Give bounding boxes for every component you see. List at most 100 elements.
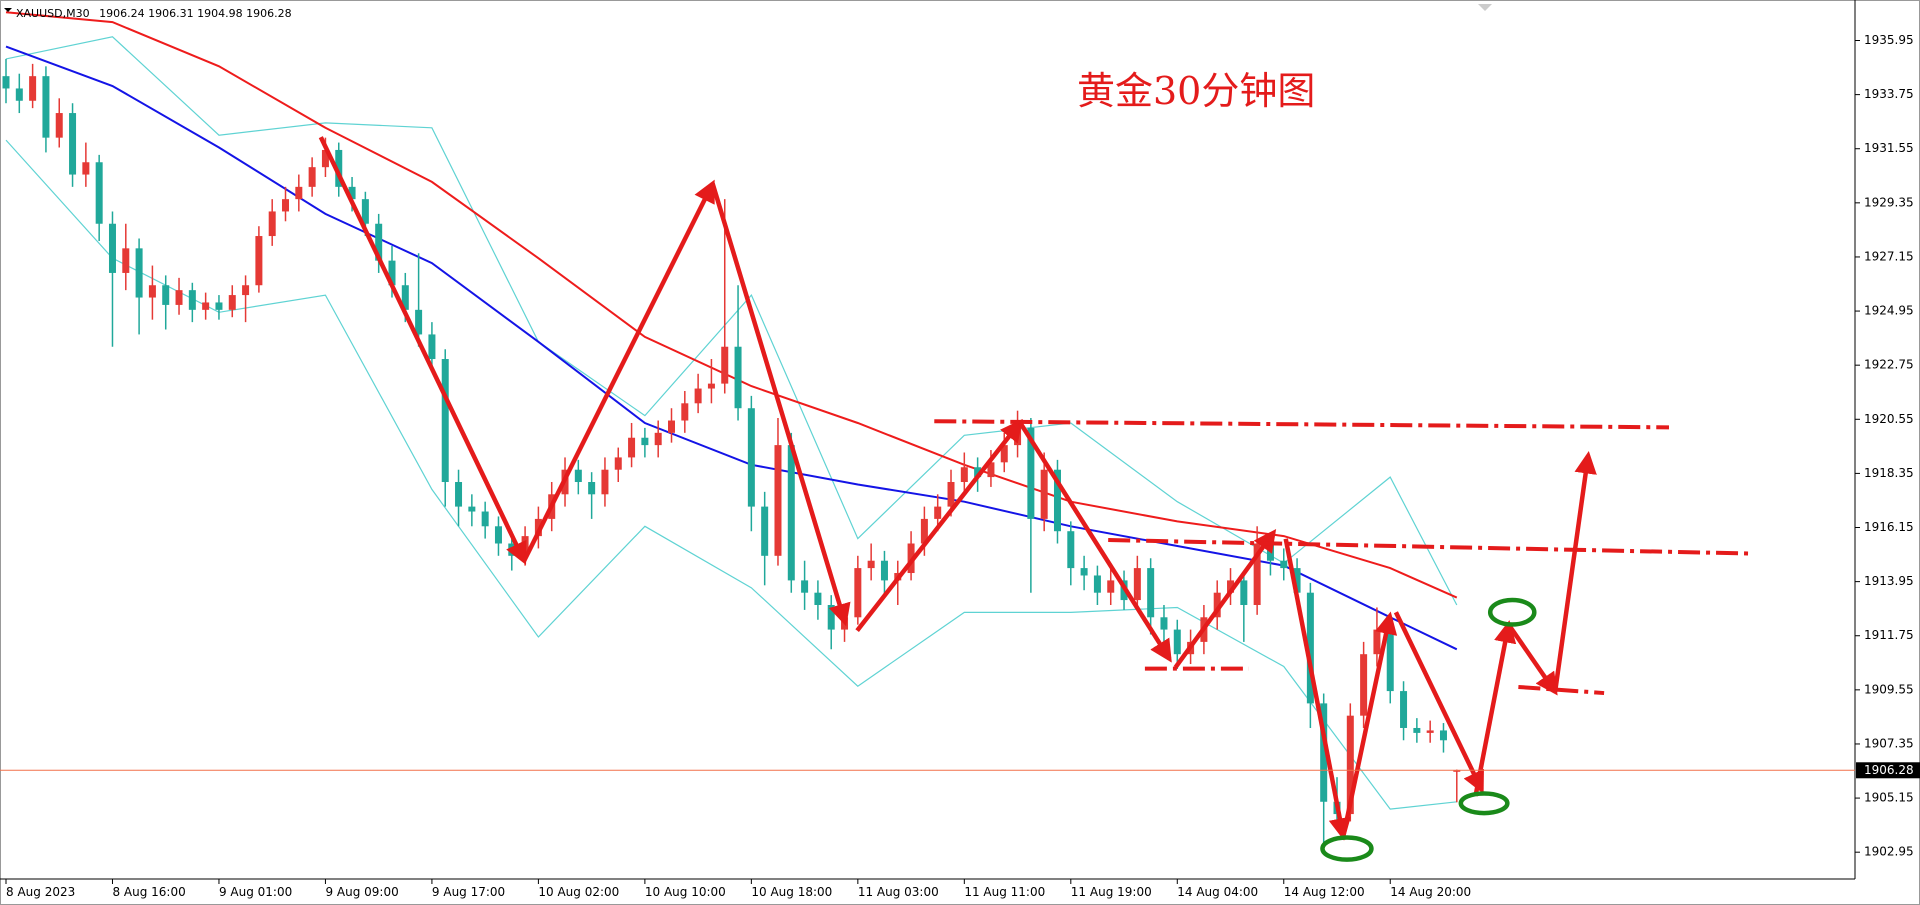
candle-body bbox=[481, 511, 489, 527]
symbol: XAUUSD,M30 bbox=[16, 7, 90, 20]
candle-body bbox=[455, 482, 463, 507]
y-tick-label: 1913.95 bbox=[1864, 574, 1914, 588]
y-tick-label: 1933.75 bbox=[1864, 87, 1914, 101]
candle-body bbox=[135, 248, 143, 298]
candle-body bbox=[1027, 427, 1035, 519]
trend-arrow bbox=[1393, 611, 1484, 794]
current-price-box bbox=[1856, 762, 1920, 779]
x-tick-label: 11 Aug 11:00 bbox=[964, 885, 1045, 899]
candle-body bbox=[1000, 445, 1008, 463]
candle-body bbox=[308, 167, 316, 187]
candle-body bbox=[1373, 629, 1381, 655]
trend-arrow bbox=[710, 183, 851, 627]
candle-body bbox=[880, 560, 888, 581]
candle-body bbox=[55, 113, 63, 138]
candle-body bbox=[428, 334, 436, 360]
candle-body bbox=[1093, 575, 1101, 593]
candle-body bbox=[681, 403, 689, 421]
candle-body bbox=[441, 359, 449, 483]
candle-body bbox=[721, 346, 729, 384]
axes: 1935.95 1933.75 1931.55 1929.35 1927.15 1924.… bbox=[0, 33, 1920, 899]
trend-arrow bbox=[855, 418, 1023, 633]
candle-body bbox=[1400, 691, 1408, 728]
candle-body bbox=[787, 445, 795, 581]
y-tick-label: 1920.55 bbox=[1864, 412, 1914, 426]
x-tick-label: 11 Aug 19:00 bbox=[1071, 885, 1152, 899]
candle-body bbox=[1213, 592, 1221, 618]
candle-body bbox=[1133, 568, 1141, 601]
candle-body bbox=[987, 462, 995, 478]
candle-body bbox=[1320, 703, 1328, 802]
candle-body bbox=[974, 467, 982, 478]
candle-body bbox=[69, 113, 77, 175]
candle-body bbox=[827, 604, 835, 630]
candle-body bbox=[947, 482, 955, 507]
candle-body bbox=[1293, 568, 1301, 593]
candle-body bbox=[774, 445, 782, 556]
candle-body bbox=[1346, 715, 1354, 815]
candle-body bbox=[1147, 568, 1155, 618]
open: 1906.24 bbox=[99, 7, 145, 20]
x-tick-label: 8 Aug 16:00 bbox=[112, 885, 185, 899]
candle-body bbox=[1266, 543, 1274, 561]
candle-body bbox=[188, 290, 196, 310]
candle-body bbox=[588, 482, 596, 495]
chart-title: 黄金30分钟图 bbox=[1077, 69, 1315, 113]
x-tick-label: 14 Aug 04:00 bbox=[1177, 885, 1258, 899]
level-line bbox=[1108, 538, 1749, 556]
candle-body bbox=[1413, 727, 1421, 733]
candle-body bbox=[1253, 543, 1261, 605]
candle-body bbox=[202, 302, 210, 310]
candle-body bbox=[601, 469, 609, 495]
y-tick-label: 1929.35 bbox=[1864, 195, 1914, 209]
candle-body bbox=[628, 437, 636, 458]
candle-body bbox=[641, 437, 649, 446]
current-price-label: 1906.28 bbox=[1864, 763, 1914, 777]
trend-arrow bbox=[1173, 529, 1277, 669]
candle-body bbox=[1306, 592, 1314, 704]
candle-body bbox=[95, 162, 103, 224]
x-tick-label: 14 Aug 12:00 bbox=[1284, 885, 1365, 899]
candle-body bbox=[1080, 568, 1088, 576]
candle-body bbox=[801, 580, 809, 593]
candle-body bbox=[255, 236, 263, 286]
candle-body bbox=[1107, 580, 1115, 593]
candle-body bbox=[401, 285, 409, 310]
candle-body bbox=[388, 260, 396, 286]
trend-arrow bbox=[1283, 538, 1351, 841]
level-line bbox=[934, 419, 1670, 430]
candle-body bbox=[1173, 629, 1181, 655]
candle-body bbox=[1040, 469, 1048, 519]
candle-body bbox=[295, 186, 303, 200]
candle-body bbox=[494, 526, 502, 544]
candle-body bbox=[854, 568, 862, 618]
candle-body bbox=[2, 76, 10, 89]
candle-body bbox=[242, 285, 250, 296]
x-tick-label: 9 Aug 09:00 bbox=[325, 885, 398, 899]
y-tick-label: 1909.55 bbox=[1864, 682, 1914, 696]
x-tick-label: 8 Aug 2023 bbox=[6, 885, 75, 899]
trend-arrow bbox=[318, 136, 527, 565]
indicator-line bbox=[5, 11, 1458, 599]
y-tick-label: 1935.95 bbox=[1864, 33, 1914, 47]
close: 1906.28 bbox=[246, 7, 292, 20]
candle-body bbox=[761, 506, 769, 556]
candle-body bbox=[82, 162, 90, 175]
highlight-ring bbox=[1458, 791, 1510, 816]
candle-body bbox=[375, 223, 383, 261]
candle-body bbox=[1426, 730, 1434, 733]
highlight-ring bbox=[1320, 835, 1374, 862]
candle-body bbox=[282, 199, 290, 212]
y-tick-label: 1922.75 bbox=[1864, 358, 1914, 372]
candle-body bbox=[734, 346, 742, 409]
annotations bbox=[318, 136, 1749, 862]
y-tick-label: 1924.95 bbox=[1864, 304, 1914, 318]
candle-body bbox=[934, 506, 942, 519]
trend-arrow bbox=[1341, 611, 1398, 837]
y-tick-label: 1902.95 bbox=[1864, 845, 1914, 859]
y-tick-label: 1927.15 bbox=[1864, 249, 1914, 263]
candle-body bbox=[1160, 617, 1168, 630]
candle-body bbox=[654, 432, 662, 446]
candle-body bbox=[1240, 580, 1248, 605]
